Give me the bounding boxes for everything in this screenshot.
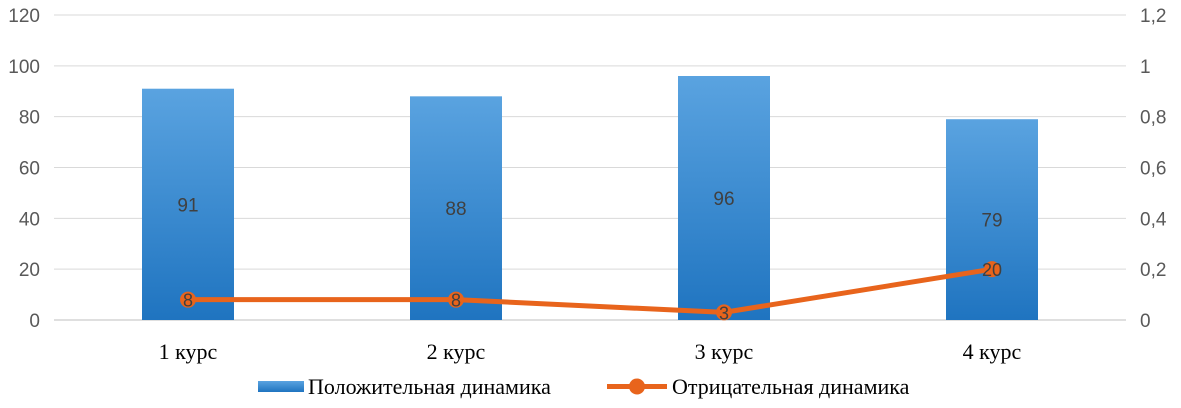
legend: Положительная динамика Отрицательная дин… <box>258 374 910 399</box>
y-tick-right: 0,2 <box>1140 260 1166 281</box>
x-axis: 1 курс 2 курс 3 курс 4 курс <box>159 339 1022 364</box>
y-tick-left: 40 <box>19 209 40 230</box>
y-tick-left: 0 <box>29 311 40 332</box>
y-tick-right: 1,2 <box>1140 6 1166 27</box>
bar <box>678 76 770 320</box>
y-tick-left: 60 <box>19 159 40 180</box>
y-tick-right: 0,8 <box>1140 108 1166 129</box>
bar <box>946 119 1038 320</box>
legend-swatch-bar <box>258 381 304 392</box>
line-series: 8 8 3 20 <box>180 260 1002 323</box>
bar <box>410 96 502 320</box>
line-path <box>188 266 993 315</box>
x-tick-label: 4 курс <box>963 339 1022 364</box>
legend-marker-line <box>629 378 645 395</box>
line-value-label: 8 <box>183 291 193 311</box>
y-tick-left: 80 <box>19 108 40 129</box>
line-point <box>180 291 196 308</box>
line-value-label: 20 <box>982 260 1002 280</box>
y-tick-right: 0 <box>1140 311 1151 332</box>
bar-value-label: 96 <box>713 189 734 210</box>
line-point <box>716 304 732 321</box>
bar-value-label: 79 <box>981 211 1002 232</box>
y-tick-right: 1 <box>1140 57 1151 78</box>
bar-data-labels: 91 88 96 79 <box>177 189 1002 232</box>
line-point <box>448 291 464 308</box>
line-value-label: 3 <box>719 303 729 323</box>
bar <box>142 88 234 320</box>
line-value-label: 8 <box>451 291 461 311</box>
y-tick-right: 0,4 <box>1140 209 1167 230</box>
x-tick-label: 1 курс <box>159 339 218 364</box>
line-point <box>984 261 1000 278</box>
legend-label-bar: Положительная динамика <box>308 374 551 399</box>
y-axis-left: 0 20 40 60 80 100 120 <box>8 6 40 332</box>
bar-value-label: 91 <box>177 195 198 216</box>
y-tick-right: 0,6 <box>1140 159 1166 180</box>
bar-series <box>142 76 1038 320</box>
x-tick-label: 2 курс <box>427 339 486 364</box>
y-tick-left: 100 <box>8 57 40 78</box>
x-tick-label: 3 курс <box>695 339 754 364</box>
y-axis-right: 0 0,2 0,4 0,6 0,8 1 1,2 <box>1140 6 1167 332</box>
legend-label-line: Отрицательная динамика <box>672 374 910 399</box>
y-tick-left: 20 <box>19 260 40 281</box>
bar-value-label: 88 <box>445 199 466 220</box>
y-tick-left: 120 <box>8 6 40 27</box>
